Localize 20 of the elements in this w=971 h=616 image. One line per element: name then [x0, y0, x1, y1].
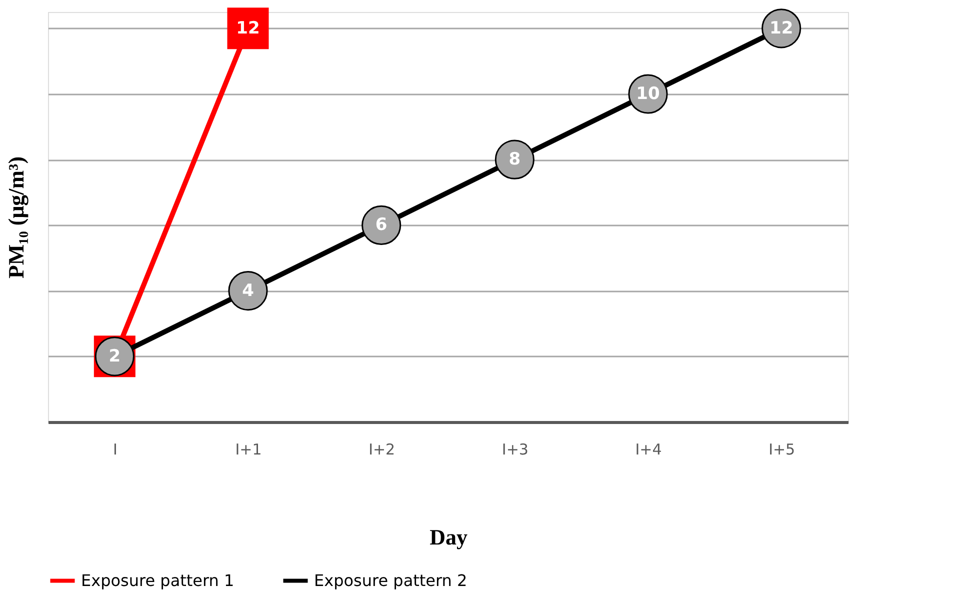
x-tick-label: I+2 [368, 440, 396, 458]
y-axis-title: PM₁₀ (μg/m³) [4, 156, 28, 279]
legend-label: Exposure pattern 2 [314, 570, 468, 590]
x-tick-label: I+1 [235, 440, 262, 458]
x-tick-label: I+4 [635, 440, 662, 458]
x-tick-label: I+3 [502, 440, 528, 458]
point [362, 205, 402, 245]
x-axis-title: Day [430, 524, 468, 550]
legend-label: Exposure pattern 1 [81, 570, 234, 590]
data-label: 4 [242, 280, 254, 301]
x-tick-label: I+5 [768, 440, 796, 458]
data-label: 8 [508, 150, 521, 170]
data-label: 6 [375, 215, 388, 236]
data-label: 12 [236, 18, 260, 38]
point [228, 271, 268, 311]
point [494, 140, 534, 180]
data-label: 12 [769, 18, 794, 38]
x-tick-label: I [112, 440, 118, 458]
data-label: 10 [636, 84, 660, 104]
data-label: 2 [108, 346, 121, 366]
